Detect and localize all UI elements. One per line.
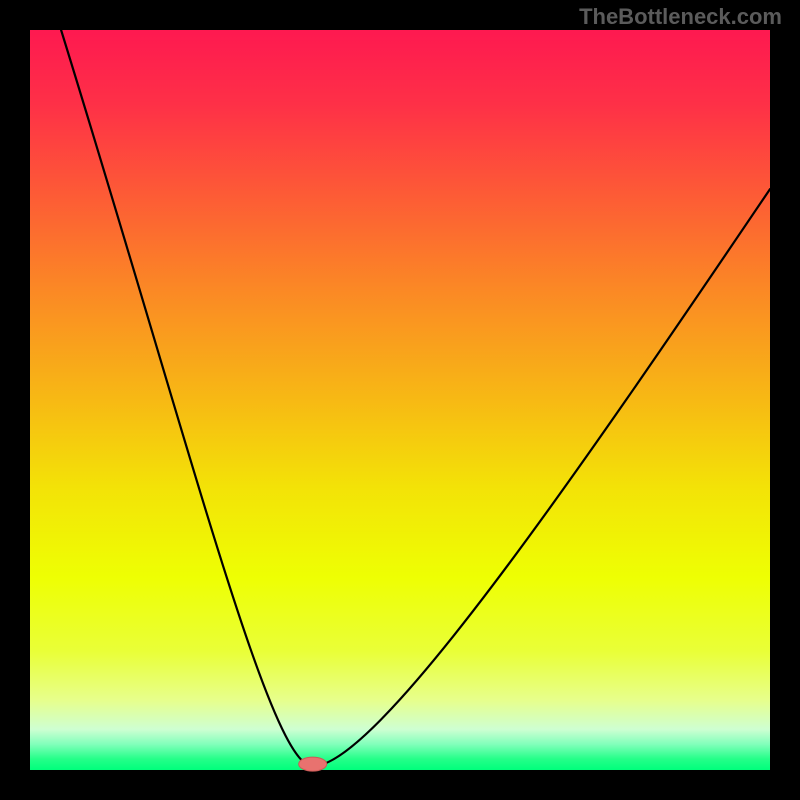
optimal-marker: [299, 757, 327, 771]
plot-background: [30, 30, 770, 770]
bottleneck-chart: [0, 0, 800, 800]
chart-container: TheBottleneck.com: [0, 0, 800, 800]
watermark-text: TheBottleneck.com: [579, 4, 782, 30]
